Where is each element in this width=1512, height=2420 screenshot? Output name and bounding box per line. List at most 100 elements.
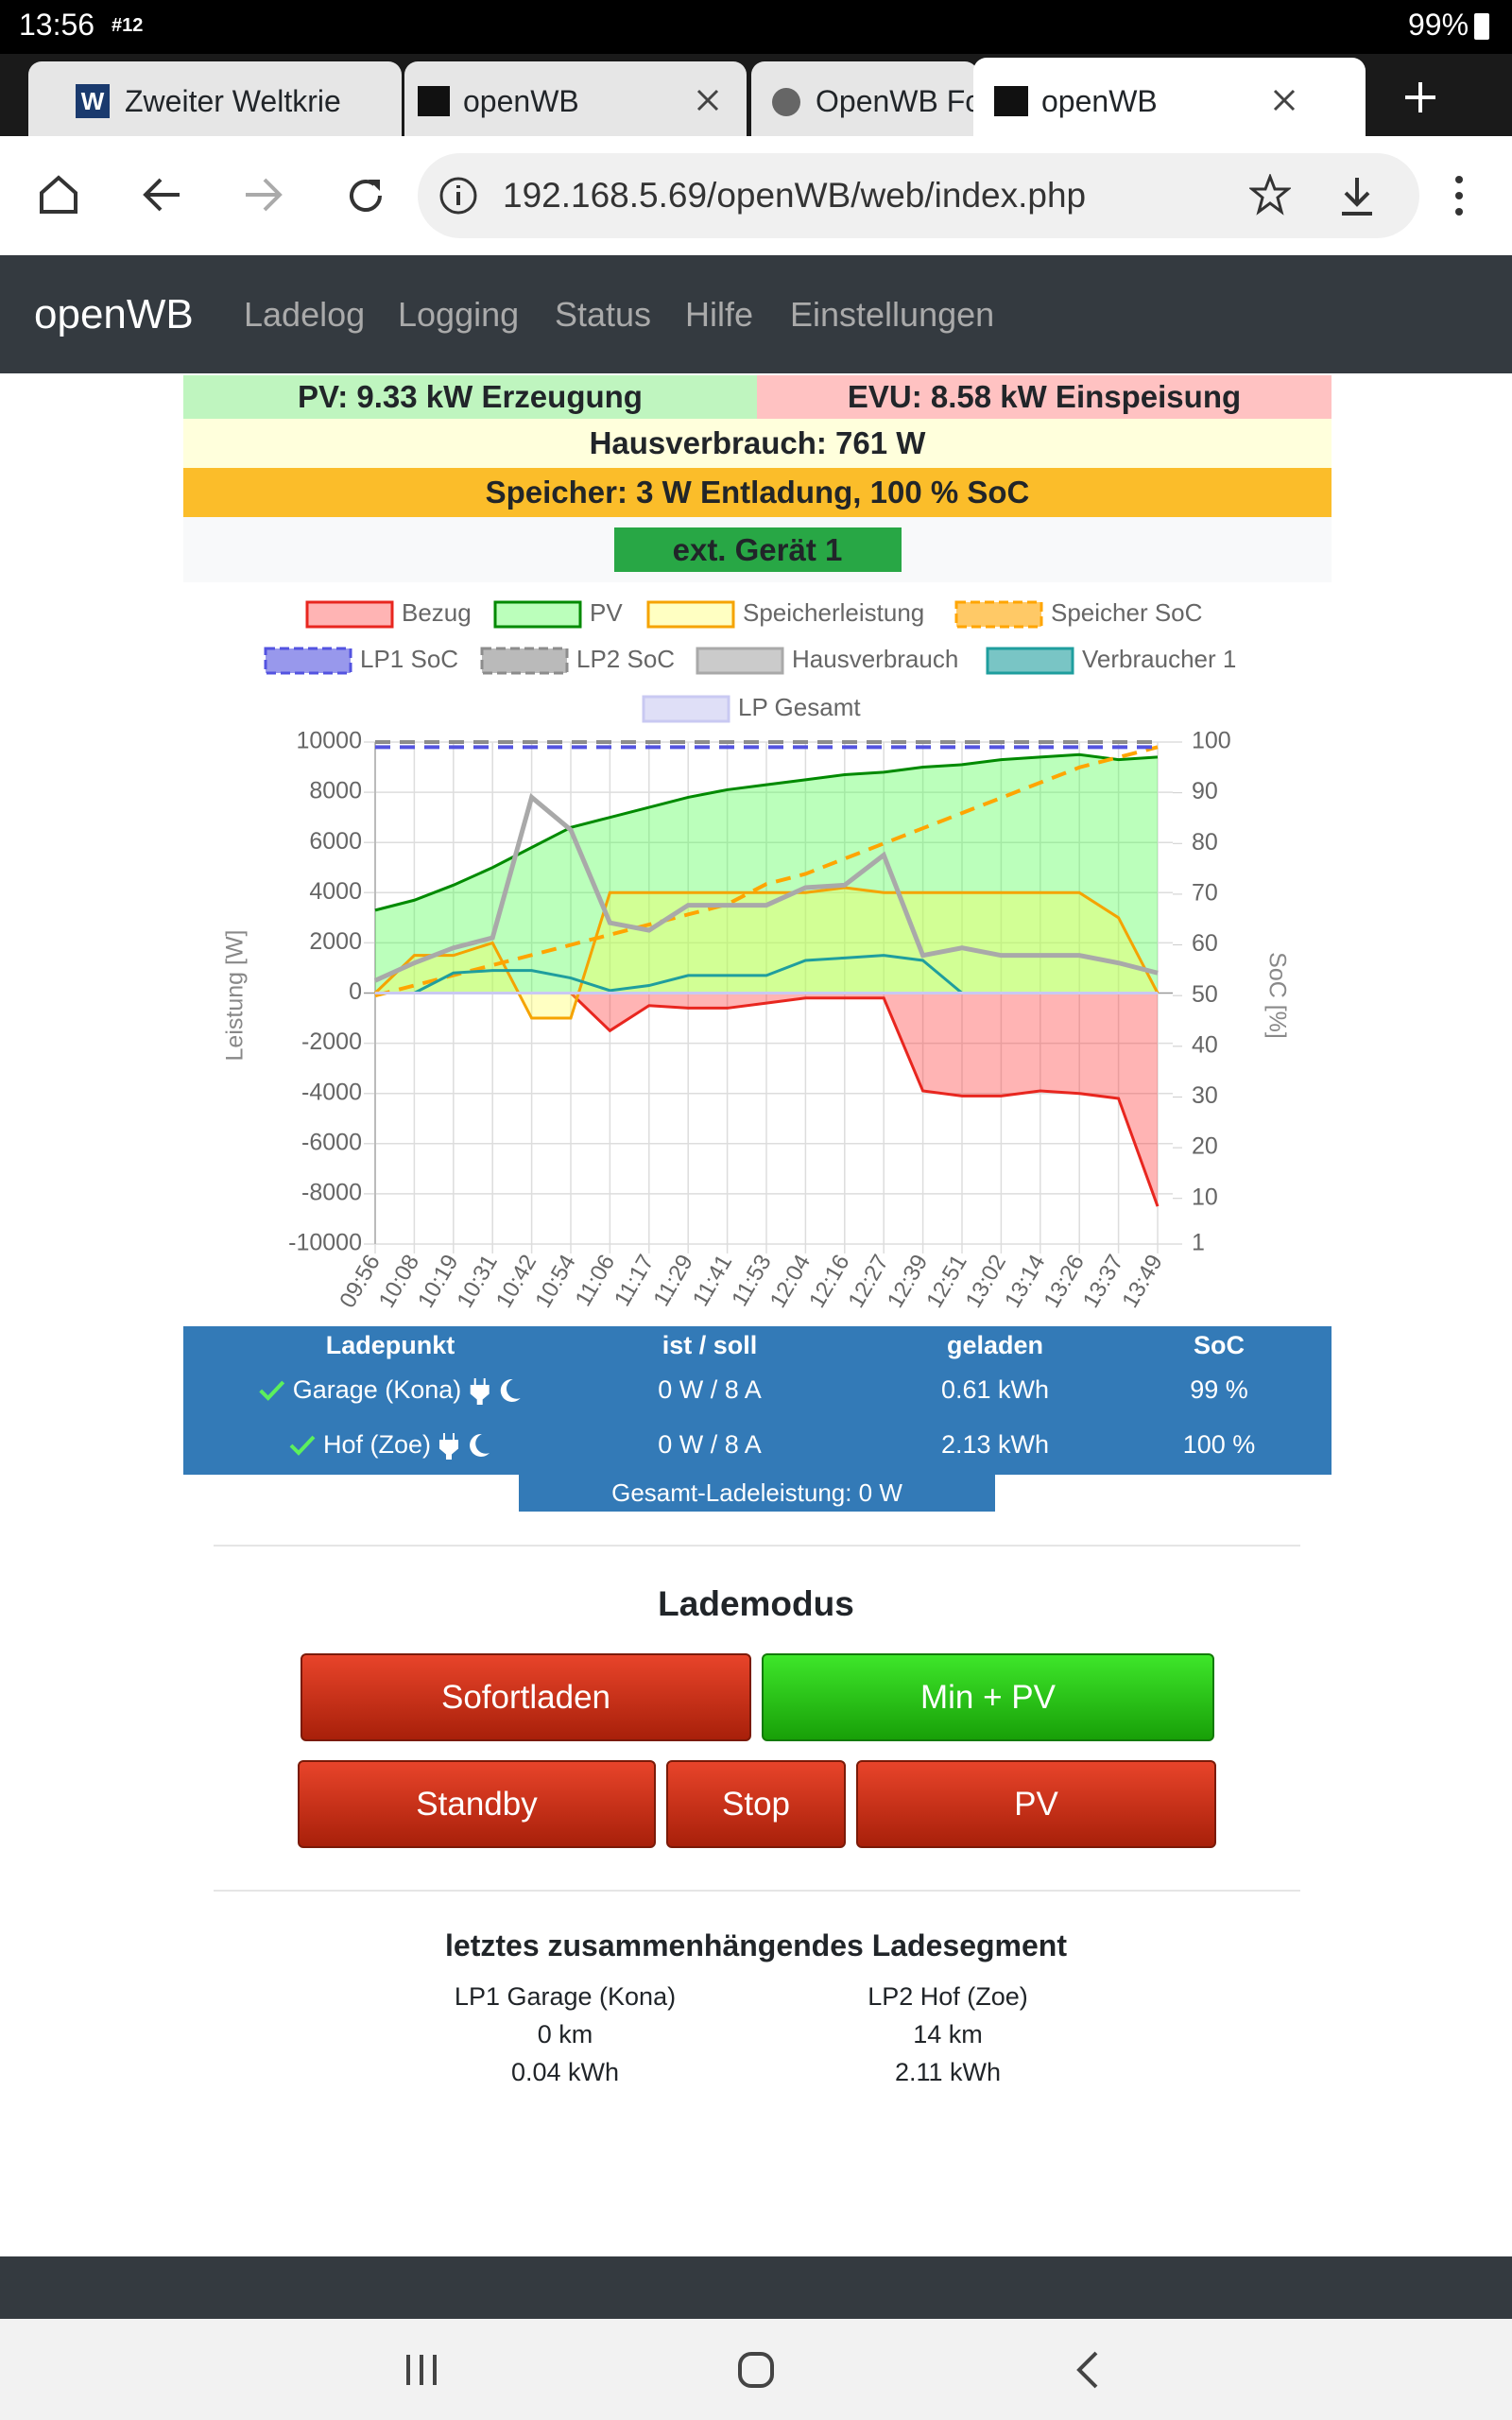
device-button[interactable]: ext. Gerät 1	[613, 527, 902, 572]
storage-status: Speicher: 3 W Entladung, 100 % SoC	[183, 468, 1332, 517]
plug-icon	[439, 1432, 459, 1460]
y-tick-label: 0	[349, 978, 362, 1005]
cell: 0 W / 8 A	[658, 1375, 762, 1404]
table-header: geladen	[946, 1331, 1044, 1359]
back-nav[interactable]	[1075, 2351, 1100, 2389]
chargepoint-name: Garage (Kona)	[259, 1375, 523, 1405]
back-button[interactable]	[142, 176, 181, 214]
tab[interactable]: openWB	[404, 61, 747, 136]
x-tick-label: 12:27	[843, 1251, 893, 1313]
mode-button[interactable]: PV	[856, 1760, 1216, 1848]
new-tab[interactable]	[1403, 80, 1437, 114]
x-tick-label: 11:41	[688, 1251, 738, 1311]
y-tick-label: -8000	[301, 1180, 362, 1206]
bookmark[interactable]	[1249, 174, 1291, 216]
mode-button[interactable]: Standby	[298, 1760, 656, 1848]
y-tick-label: -2000	[301, 1028, 362, 1055]
nav-link[interactable]: Logging	[398, 295, 520, 334]
menu[interactable]	[1453, 174, 1465, 217]
moon-icon	[470, 1433, 490, 1457]
nav-link[interactable]: Status	[555, 295, 652, 334]
house-text: Hausverbrauch: 761 W	[589, 425, 926, 460]
close-icon[interactable]	[696, 88, 720, 112]
y2-tick-label: 70	[1192, 880, 1218, 907]
y2-tick-label: 90	[1192, 778, 1218, 804]
device-text: ext. Gerät 1	[672, 531, 843, 567]
evu-status: EVU: 8.58 kW Einspeisung	[757, 375, 1332, 419]
legend-swatch	[264, 647, 352, 675]
legend-swatch	[696, 647, 784, 675]
y2-tick-label: 80	[1192, 829, 1218, 856]
legend-label: Hausverbrauch	[792, 645, 958, 673]
recent-button[interactable]	[404, 2353, 438, 2387]
x-tick-label: 11:29	[648, 1251, 698, 1311]
nav-link[interactable]: Ladelog	[244, 295, 366, 334]
home-nav[interactable]	[737, 2351, 775, 2389]
nav-link[interactable]: Einstellungen	[790, 295, 995, 334]
legend-swatch	[480, 647, 569, 675]
x-tick-label: 13:14	[1000, 1251, 1050, 1313]
x-tick-label: 10:31	[452, 1251, 502, 1313]
table-header: Ladepunkt	[325, 1331, 455, 1359]
x-tick-label: 12:39	[883, 1251, 933, 1313]
chart: Bezug PV Speicherleistung Speicher SoC LP1 S…	[222, 598, 1291, 1313]
toolbar: 192.168.5.69/openWB/web/index.php	[0, 136, 1512, 255]
device-row: ext. Gerät 1	[183, 517, 1332, 582]
pv-text: PV: 9.33 kW Erzeugung	[298, 379, 643, 414]
legend-label: LP1 SoC	[360, 645, 458, 673]
status-bar: 13:56 #12 99%	[0, 0, 1512, 54]
area	[375, 887, 1158, 1019]
check-icon	[259, 1380, 285, 1401]
brand[interactable]: openWB	[34, 291, 194, 337]
storage-text: Speicher: 3 W Entladung, 100 % SoC	[485, 475, 1030, 510]
mode-button[interactable]: Sofortladen	[301, 1653, 751, 1741]
segment-name: LP1 Garage (Kona)	[454, 1982, 677, 2011]
time: 13:56	[19, 8, 95, 42]
y-tick-label: -6000	[301, 1129, 362, 1155]
home-button[interactable]	[38, 174, 79, 216]
cell: 99 %	[1190, 1375, 1248, 1404]
forward-button[interactable]	[244, 176, 284, 214]
legend-label: Speicherleistung	[743, 598, 924, 627]
series-line	[373, 793, 1159, 983]
mode-button[interactable]: Min + PV	[762, 1653, 1214, 1741]
y2-tick-label: 50	[1192, 981, 1218, 1008]
tab[interactable]: OpenWB For	[751, 61, 978, 136]
reload-button[interactable]	[346, 176, 386, 216]
table-header: SoC	[1194, 1331, 1245, 1359]
y-tick-label: 2000	[309, 928, 362, 955]
legend-swatch	[646, 600, 735, 629]
divider	[214, 1545, 1300, 1547]
nav-link[interactable]: Hilfe	[685, 295, 754, 334]
url-field[interactable]: 192.168.5.69/openWB/web/index.php	[418, 153, 1419, 238]
info-icon	[439, 177, 477, 215]
notification: #12	[112, 15, 144, 36]
legend-label: Verbraucher 1	[1082, 645, 1236, 673]
x-tick-label: 10:42	[491, 1251, 541, 1313]
y-tick-label: 4000	[309, 878, 362, 905]
legend-label: PV	[590, 598, 623, 627]
mode-button[interactable]: Stop	[666, 1760, 846, 1848]
active-tab[interactable]: openWB	[973, 58, 1366, 136]
y2-tick-label: 10	[1192, 1184, 1218, 1210]
close-icon[interactable]	[1272, 88, 1297, 112]
x-tick-label: 10:54	[530, 1251, 580, 1313]
url: 192.168.5.69/openWB/web/index.php	[503, 176, 1087, 215]
x-tick-label: 12:04	[765, 1251, 816, 1313]
chargepoint-table: Ladepunkt ist / soll geladen SoC Garage …	[183, 1326, 1332, 1475]
legend-swatch	[493, 600, 582, 629]
button-label: Sofortladen	[440, 1678, 611, 1716]
tab-title: openWB	[1041, 84, 1158, 118]
button-label: PV	[1014, 1785, 1058, 1823]
y2-tick-label: 1	[1192, 1230, 1205, 1256]
legend-swatch	[642, 695, 730, 723]
y2-tick-label: 60	[1192, 930, 1218, 957]
cell: 100 %	[1182, 1430, 1256, 1459]
download[interactable]	[1340, 176, 1374, 217]
y-tick-label: 8000	[309, 778, 362, 804]
chargepoint-name: Hof (Zoe)	[289, 1430, 491, 1460]
check-icon	[289, 1435, 316, 1456]
tab[interactable]: W Zweiter Weltkrie	[28, 61, 402, 136]
tab-title: Zweiter Weltkrie	[125, 84, 341, 118]
button-label: Stop	[722, 1785, 790, 1823]
